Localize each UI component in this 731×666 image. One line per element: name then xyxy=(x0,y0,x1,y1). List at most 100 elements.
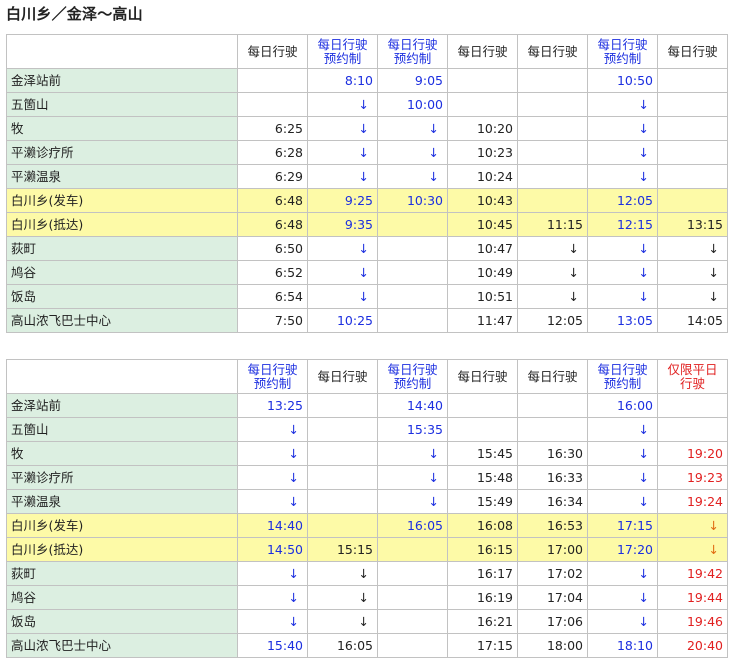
time-cell: 12:05 xyxy=(517,308,588,333)
time-cell: 14:05 xyxy=(657,308,728,333)
time-cell xyxy=(377,284,448,309)
timetable-row: 平濑温泉 6:29 ↓ ↓ 10:24 ↓ xyxy=(6,164,728,189)
time-cell: 11:47 xyxy=(447,308,518,333)
page-title: 白川乡／金泽～高山 xyxy=(6,5,143,23)
timetable-row: 荻町 6:50 ↓ 10:47 ↓ ↓ ↓ xyxy=(6,236,728,261)
pass-through-arrow: ↓ xyxy=(377,164,448,189)
time-cell: 16:05 xyxy=(307,633,378,658)
service-header-line: 仅限平日 xyxy=(667,361,718,377)
pass-through-arrow: ↓ xyxy=(587,140,658,165)
pass-through-arrow: ↓ xyxy=(587,260,658,285)
stop-name: 平濑诊疗所 xyxy=(6,465,238,490)
timetable-2: 每日行驶 预约制 每日行驶 每日行驶 预约制 每日行驶 每日行驶 每日行驶 预约制 仅限平日 行驶 … xyxy=(6,359,728,658)
timetable-row: 饭岛 6:54 ↓ 10:51 ↓ ↓ ↓ xyxy=(6,284,728,309)
pass-through-arrow: ↓ xyxy=(657,513,728,538)
time-cell xyxy=(657,116,728,141)
timetable-row: 五箇山 ↓ 10:00 ↓ xyxy=(6,92,728,117)
pass-through-arrow: ↓ xyxy=(587,489,658,514)
timetable-row: 高山浓飞巴士中心 15:40 16:05 17:15 18:00 18:10 20:40 xyxy=(6,633,728,658)
time-cell xyxy=(657,140,728,165)
stop-name: 高山浓飞巴士中心 xyxy=(6,633,238,658)
time-cell xyxy=(657,68,728,93)
stop-name: 白川乡(抵达) xyxy=(6,537,238,562)
service-header-line: 预约制 xyxy=(323,50,362,66)
time-cell xyxy=(447,417,518,442)
time-cell: 10:49 xyxy=(447,260,518,285)
time-cell xyxy=(307,489,378,514)
time-cell: 15:48 xyxy=(447,465,518,490)
service-header-line: 每日行驶 xyxy=(457,368,508,384)
time-cell xyxy=(377,260,448,285)
service-header: 每日行驶 xyxy=(447,34,518,69)
time-cell: 10:23 xyxy=(447,140,518,165)
stop-name: 饭岛 xyxy=(6,284,238,309)
pass-through-arrow: ↓ xyxy=(307,260,378,285)
time-cell: 10:24 xyxy=(447,164,518,189)
pass-through-arrow: ↓ xyxy=(587,585,658,610)
time-cell: 19:23 xyxy=(657,465,728,490)
time-cell xyxy=(657,188,728,213)
time-cell: 10:00 xyxy=(377,92,448,117)
timetable-row: 白川乡(抵达) 6:48 9:35 10:45 11:15 12:15 13:15 xyxy=(6,212,728,237)
time-cell xyxy=(517,140,588,165)
service-header: 每日行驶 xyxy=(307,359,378,394)
service-header: 每日行驶 xyxy=(447,359,518,394)
time-cell: 14:40 xyxy=(377,393,448,418)
time-cell: 11:15 xyxy=(517,212,588,237)
pass-through-arrow: ↓ xyxy=(587,92,658,117)
timetable-row: 牧 ↓ ↓ 15:45 16:30 ↓ 19:20 xyxy=(6,441,728,466)
time-cell xyxy=(307,441,378,466)
time-cell xyxy=(517,393,588,418)
time-cell: 12:15 xyxy=(587,212,658,237)
stop-name: 金泽站前 xyxy=(6,393,238,418)
stop-name: 鸠谷 xyxy=(6,260,238,285)
pass-through-arrow: ↓ xyxy=(307,164,378,189)
stop-name: 平濑温泉 xyxy=(6,489,238,514)
time-cell: 16:19 xyxy=(447,585,518,610)
timetable-row: 金泽站前 13:25 14:40 16:00 xyxy=(6,393,728,418)
timetable-row: 平濑诊疗所 ↓ ↓ 15:48 16:33 ↓ 19:23 xyxy=(6,465,728,490)
time-cell xyxy=(657,92,728,117)
time-cell: 6:25 xyxy=(237,116,308,141)
stop-name: 平濑诊疗所 xyxy=(6,140,238,165)
time-cell xyxy=(657,393,728,418)
service-header-line: 行驶 xyxy=(679,375,705,391)
pass-through-arrow: ↓ xyxy=(307,116,378,141)
time-cell xyxy=(517,116,588,141)
pass-through-arrow: ↓ xyxy=(237,609,308,634)
time-cell: 6:28 xyxy=(237,140,308,165)
time-cell xyxy=(377,585,448,610)
service-header: 每日行驶 xyxy=(657,34,728,69)
pass-through-arrow: ↓ xyxy=(657,284,728,309)
time-cell: 15:40 xyxy=(237,633,308,658)
pass-through-arrow: ↓ xyxy=(517,284,588,309)
time-cell xyxy=(377,236,448,261)
time-cell: 16:34 xyxy=(517,489,588,514)
stop-name: 五箇山 xyxy=(6,417,238,442)
timetable-header-row: 每日行驶 每日行驶 预约制 每日行驶 预约制 每日行驶 每日行驶 每日行驶 预约制 每日行驶 xyxy=(6,34,728,69)
timetable-row: 白川乡(发车) 14:40 16:05 16:08 16:53 17:15 ↓ xyxy=(6,513,728,538)
time-cell xyxy=(517,164,588,189)
time-cell xyxy=(307,513,378,538)
time-cell xyxy=(517,68,588,93)
stop-name: 牧 xyxy=(6,441,238,466)
time-cell: 10:50 xyxy=(587,68,658,93)
time-cell: 6:54 xyxy=(237,284,308,309)
pass-through-arrow: ↓ xyxy=(307,92,378,117)
time-cell: 16:15 xyxy=(447,537,518,562)
pass-through-arrow: ↓ xyxy=(377,140,448,165)
stop-name: 荻町 xyxy=(6,236,238,261)
time-cell: 17:02 xyxy=(517,561,588,586)
stop-name: 荻町 xyxy=(6,561,238,586)
timetable-row: 白川乡(抵达) 14:50 15:15 16:15 17:00 17:20 ↓ xyxy=(6,537,728,562)
timetable-row: 饭岛 ↓ ↓ 16:21 17:06 ↓ 19:46 xyxy=(6,609,728,634)
service-header-line: 预约制 xyxy=(603,50,642,66)
stop-name: 高山浓飞巴士中心 xyxy=(6,308,238,333)
pass-through-arrow: ↓ xyxy=(377,489,448,514)
time-cell: 15:45 xyxy=(447,441,518,466)
service-header-line: 每日行驶 xyxy=(597,36,648,52)
pass-through-arrow: ↓ xyxy=(237,585,308,610)
service-header-line: 预约制 xyxy=(603,375,642,391)
time-cell: 9:05 xyxy=(377,68,448,93)
time-cell xyxy=(307,417,378,442)
